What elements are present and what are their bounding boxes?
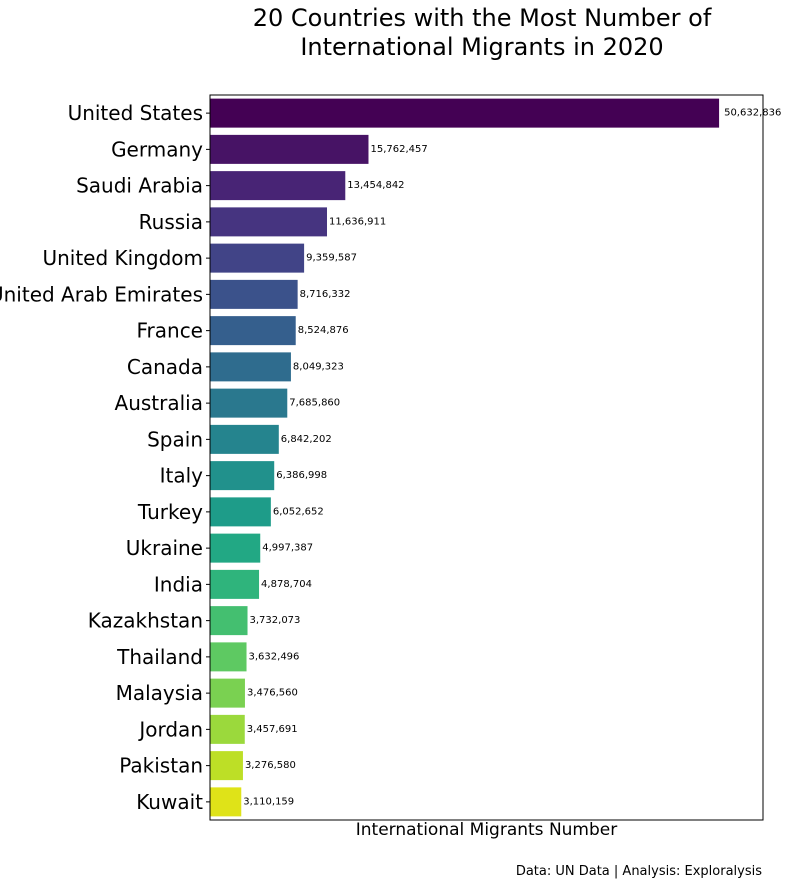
- category-label-1: Germany: [111, 137, 203, 161]
- value-label-16: 3,476,560: [247, 688, 298, 699]
- value-label-8: 7,685,860: [289, 398, 340, 409]
- bar-0: [210, 98, 720, 128]
- value-label-18: 3,276,580: [245, 760, 296, 771]
- category-label-11: Turkey: [137, 500, 203, 524]
- bar-19: [210, 787, 242, 817]
- category-label-group: United States Germany Saudi Arabia Russia Un…: [0, 101, 203, 814]
- chart-title-line-2: International Migrants in 2020: [300, 33, 664, 61]
- plot-frame: [209, 94, 764, 821]
- bar-10: [210, 461, 275, 491]
- category-label-17: Jordan: [137, 717, 203, 741]
- value-label-5: 8,716,332: [300, 289, 351, 300]
- source-credit: Data: UN Data | Analysis: Exploralysis: [515, 864, 762, 879]
- y-tick-group: [206, 112, 210, 803]
- value-label-7: 8,049,323: [293, 361, 344, 372]
- category-label-16: Malaysia: [116, 681, 203, 705]
- value-label-4: 9,359,587: [306, 253, 357, 264]
- x-axis-label: International Migrants Number: [355, 820, 618, 840]
- bar-5: [210, 279, 298, 309]
- bar-4: [210, 243, 305, 273]
- bar-15: [210, 642, 247, 672]
- bar-1: [210, 134, 369, 164]
- value-label-1: 15,762,457: [370, 144, 427, 155]
- bar-9: [210, 424, 279, 454]
- category-label-3: Russia: [139, 210, 203, 234]
- category-label-15: Thailand: [116, 645, 203, 669]
- value-label-12: 4,997,387: [262, 543, 313, 554]
- category-label-10: Italy: [160, 464, 204, 488]
- bar-8: [210, 388, 288, 418]
- category-label-7: Canada: [127, 355, 203, 379]
- category-label-8: Australia: [115, 391, 203, 415]
- category-label-19: Kuwait: [136, 790, 203, 814]
- value-label-group: 50,632,836 15,762,457 13,454,842 11,636,911…: [243, 108, 781, 808]
- bar-17: [210, 714, 245, 744]
- value-label-9: 6,842,202: [281, 434, 332, 445]
- bar-3: [210, 207, 328, 237]
- bar-14: [210, 606, 248, 636]
- value-label-2: 13,454,842: [347, 180, 404, 191]
- category-label-13: India: [154, 572, 203, 596]
- category-label-2: Saudi Arabia: [76, 174, 203, 198]
- bar-6: [210, 316, 296, 346]
- category-label-9: Spain: [147, 427, 203, 451]
- category-label-0: United States: [68, 101, 203, 125]
- bar-16: [210, 678, 245, 708]
- category-label-5: United Arab Emirates: [0, 282, 203, 306]
- category-label-18: Pakistan: [119, 754, 203, 778]
- category-label-12: Ukraine: [126, 536, 203, 560]
- value-label-14: 3,732,073: [250, 615, 301, 626]
- category-label-6: France: [136, 319, 203, 343]
- value-label-0: 50,632,836: [724, 108, 781, 119]
- value-label-15: 3,632,496: [249, 651, 300, 662]
- value-label-11: 6,052,652: [273, 506, 324, 517]
- chart-title-line-1: 20 Countries with the Most Number of: [252, 4, 712, 32]
- bar-2: [210, 171, 346, 201]
- value-label-19: 3,110,159: [243, 796, 294, 807]
- value-label-13: 4,878,704: [261, 579, 312, 590]
- bar-13: [210, 569, 260, 599]
- value-label-6: 8,524,876: [298, 325, 349, 336]
- value-label-10: 6,386,998: [276, 470, 327, 481]
- bar-18: [210, 751, 243, 781]
- category-label-14: Kazakhstan: [88, 609, 203, 633]
- bar-12: [210, 533, 261, 563]
- bar-11: [210, 497, 271, 527]
- bar-group: [210, 98, 720, 817]
- value-label-17: 3,457,691: [247, 724, 298, 735]
- category-label-4: United Kingdom: [42, 246, 203, 270]
- bar-7: [210, 352, 291, 382]
- value-label-3: 11,636,911: [329, 216, 386, 227]
- chart-title: 20 Countries with the Most Number of Int…: [182, 4, 782, 62]
